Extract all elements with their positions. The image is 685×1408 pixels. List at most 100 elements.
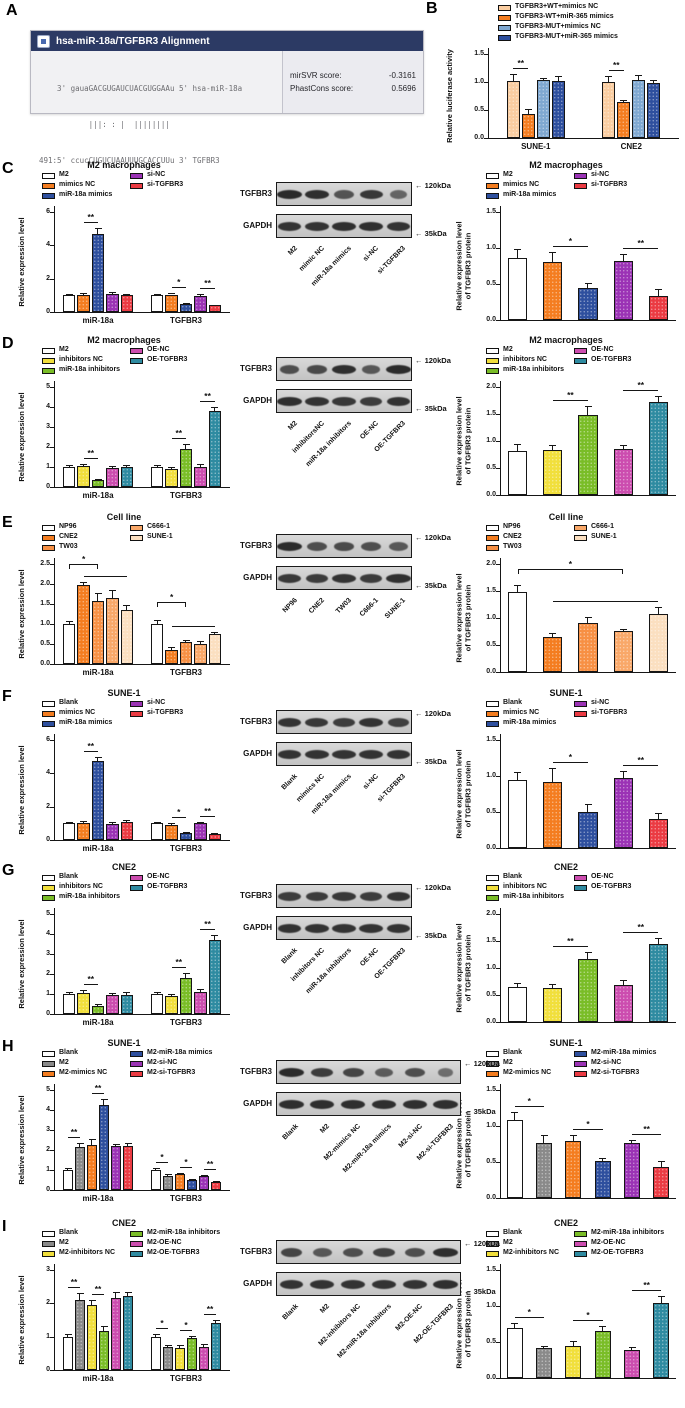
left-arrow-icon: ← (415, 757, 425, 766)
y-axis (500, 381, 501, 495)
legend-swatch (130, 1231, 143, 1237)
x-axis (54, 840, 230, 841)
category-label: TGFBR3 (170, 491, 202, 500)
blot-row-label: GAPDH (243, 1279, 272, 1288)
chart-c_left: M2 macrophages M2 mimics NC miR-18a mimics s… (12, 160, 236, 328)
legend-swatch (42, 545, 55, 551)
sig-label: ** (206, 1158, 214, 1169)
y-axis (54, 1084, 55, 1190)
error-bar-cap (168, 466, 176, 468)
y-tick-label: 4 (46, 241, 50, 249)
legend-label: OE-TGFBR3 (591, 356, 632, 363)
error-bar (97, 593, 99, 602)
error-bar-cap (657, 1295, 665, 1297)
legend-label: inhibitors NC (59, 883, 103, 890)
legend-swatch (42, 875, 55, 881)
y-axis-label: Relative expression level (16, 392, 26, 482)
category-label: TGFBR3 (170, 316, 202, 325)
error-bar-cap (654, 813, 662, 815)
error-bar-cap (182, 302, 190, 304)
alignment-card: hsa-miR-18a/TGFBR3 Alignment 3' gauaGACG… (30, 30, 424, 165)
error-bar-cap (569, 1135, 577, 1137)
legend-label: Blank (59, 1229, 79, 1236)
bar (165, 995, 178, 1014)
bar (151, 823, 164, 840)
bar (151, 1336, 161, 1370)
sig-bracket-tick (97, 564, 98, 569)
y-tick-label: 1.0 (486, 1122, 496, 1129)
sig-label: * (81, 554, 86, 564)
sig-line (608, 70, 624, 72)
error-bar-cap (654, 938, 662, 940)
sig-line (180, 1167, 192, 1169)
error-bar-cap (211, 406, 219, 408)
chart-title: SUNE-1 (107, 1038, 141, 1048)
y-tick (50, 584, 54, 585)
bar (151, 467, 164, 487)
sig-line (68, 1137, 80, 1139)
legend-swatch (42, 535, 55, 541)
bar (506, 81, 520, 138)
legend-swatch (42, 1071, 55, 1077)
sig-line (157, 602, 186, 603)
error-bar-cap (123, 294, 131, 295)
y-tick-label: 3 (46, 423, 50, 430)
sig-bracket-tick (185, 602, 186, 607)
error-bar-cap (584, 406, 592, 408)
bar (187, 1179, 197, 1190)
legend-label: M2-miR-18a mimics (591, 1049, 657, 1056)
left-arrow-icon: ← (464, 1059, 474, 1068)
error-bar-cap (112, 1143, 120, 1145)
error-bar (557, 76, 559, 82)
error-bar-cap (164, 1174, 172, 1176)
bar (91, 601, 105, 664)
y-axis-label: Relative expression level (16, 745, 26, 835)
error-bar-cap (657, 1161, 665, 1163)
legend-swatch (574, 535, 587, 541)
y-tick (50, 954, 54, 955)
legend-swatch (486, 193, 499, 199)
y-tick-label: 1.0 (486, 964, 496, 971)
error-bar-cap (549, 768, 557, 770)
sig-line (83, 576, 127, 577)
error-bar (126, 820, 128, 822)
y-tick-label: 0.0 (40, 660, 50, 667)
sig-label: * (568, 235, 573, 246)
y-tick-label: 2 (46, 802, 50, 810)
bar (208, 410, 221, 487)
error-bar-cap (196, 294, 204, 296)
error-bar-cap (94, 227, 102, 229)
y-tick-label: 0.5 (486, 808, 496, 815)
y-tick (50, 407, 54, 408)
y-tick-label: 0 (46, 1186, 50, 1193)
error-bar-cap (64, 1168, 72, 1170)
bar (507, 779, 528, 848)
chart-f_right: SUNE-1 Blank mimics NC miR-18a mimics si-NC s… (450, 688, 682, 856)
bar (99, 1330, 109, 1370)
bar (87, 1144, 97, 1190)
y-tick (50, 624, 54, 625)
left-arrow-icon: ← (415, 404, 425, 413)
error-bar-cap (108, 822, 116, 824)
molecular-weight-marker: ← 35kDa (415, 404, 447, 413)
legend-swatch (42, 1061, 55, 1067)
legend-label: si-TGFBR3 (591, 181, 628, 188)
legend-swatch (486, 711, 499, 717)
error-bar (608, 76, 610, 82)
error-bar (657, 289, 659, 296)
sig-label: ** (567, 390, 574, 401)
y-tick (50, 664, 54, 665)
error-bar (185, 973, 187, 979)
blot-box (276, 1240, 461, 1264)
error-bar-cap (80, 582, 88, 583)
legend-label: mimics NC (503, 709, 540, 716)
molecular-weight-marker: ← 35kDa (464, 1287, 496, 1296)
blot-row-label: GAPDH (243, 396, 272, 405)
bar (63, 1336, 73, 1370)
legend-swatch (574, 885, 587, 891)
legend-label: OE-TGFBR3 (591, 883, 632, 890)
sig-line (552, 946, 588, 948)
sig-line (200, 815, 215, 817)
legend-swatch (486, 535, 499, 541)
y-axis-label: Relative expression level (16, 1275, 26, 1365)
